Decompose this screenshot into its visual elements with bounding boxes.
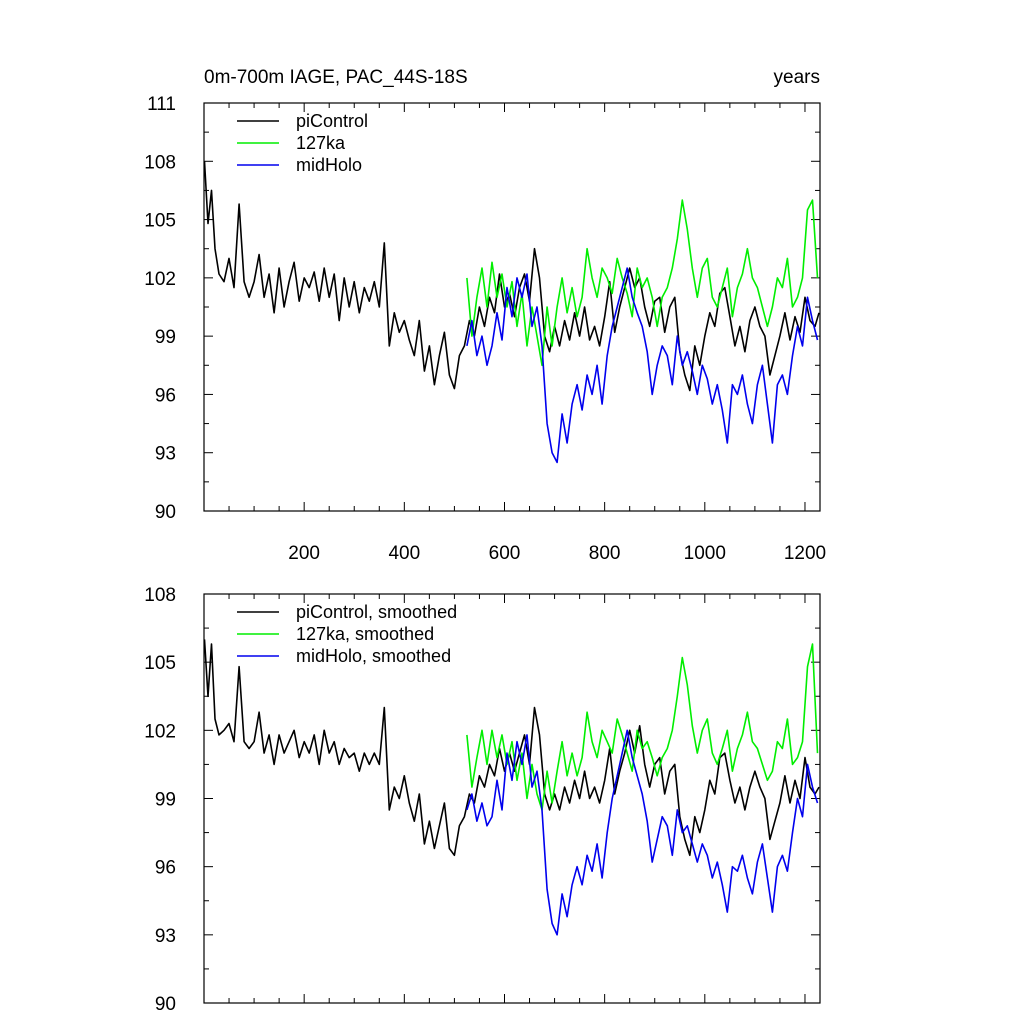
y-tick-label: 108: [144, 585, 176, 606]
series-line-midholo: [466, 267, 819, 464]
series-line-picontrol: [203, 161, 820, 392]
series-line-midholo-smoothed: [466, 729, 819, 936]
top-series-group: [203, 161, 820, 464]
top-panel: 0m-700m IAGE, PAC_44S-18S years 90 93 96 99…: [144, 67, 826, 564]
x-tick-label: 1200: [784, 543, 826, 564]
y-tick-label: 108: [144, 152, 176, 173]
y-tick-label: 99: [155, 327, 176, 348]
y-tick-label: 99: [155, 790, 176, 811]
bottom-series-group: [203, 639, 820, 936]
x-tick-label: 600: [489, 543, 521, 564]
legend-label: 127ka: [296, 133, 346, 153]
y-tick-label: 93: [155, 926, 176, 947]
top-panel-units: years: [774, 67, 820, 88]
y-tick-label: 90: [155, 994, 176, 1015]
y-tick-label: 96: [155, 858, 176, 879]
y-tick-label: 105: [144, 211, 176, 232]
legend-label: piControl: [296, 111, 368, 131]
top-axis-ticks: 90 93 96 99 102 105 108 111 200 400 600 800 1000 1200: [144, 94, 826, 564]
legend-label: 127ka, smoothed: [296, 624, 434, 644]
legend-label: midHolo, smoothed: [296, 646, 451, 666]
series-line-picontrol-smoothed: [203, 639, 820, 857]
top-panel-title: 0m-700m IAGE, PAC_44S-18S: [204, 67, 468, 88]
bottom-axis-ticks: 90 93 96 99 102 105 108: [144, 585, 820, 1015]
y-tick-label: 93: [155, 444, 176, 465]
y-tick-label: 90: [155, 502, 176, 523]
legend-label: midHolo: [296, 155, 362, 175]
series-line-127ka-smoothed: [466, 643, 819, 811]
y-tick-label: 102: [144, 269, 176, 290]
x-tick-label: 400: [388, 543, 420, 564]
y-tick-label: 102: [144, 721, 176, 742]
series-line-127ka: [466, 199, 819, 367]
x-tick-label: 1000: [684, 543, 726, 564]
y-tick-label: 111: [147, 94, 176, 115]
x-tick-label: 800: [589, 543, 621, 564]
x-tick-label: 200: [288, 543, 320, 564]
y-tick-label: 105: [144, 653, 176, 674]
bottom-panel: 90 93 96 99 102 105 108 piControl, smoothed127…: [144, 585, 821, 1015]
y-tick-label: 96: [155, 385, 176, 406]
legend-label: piControl, smoothed: [296, 602, 457, 622]
